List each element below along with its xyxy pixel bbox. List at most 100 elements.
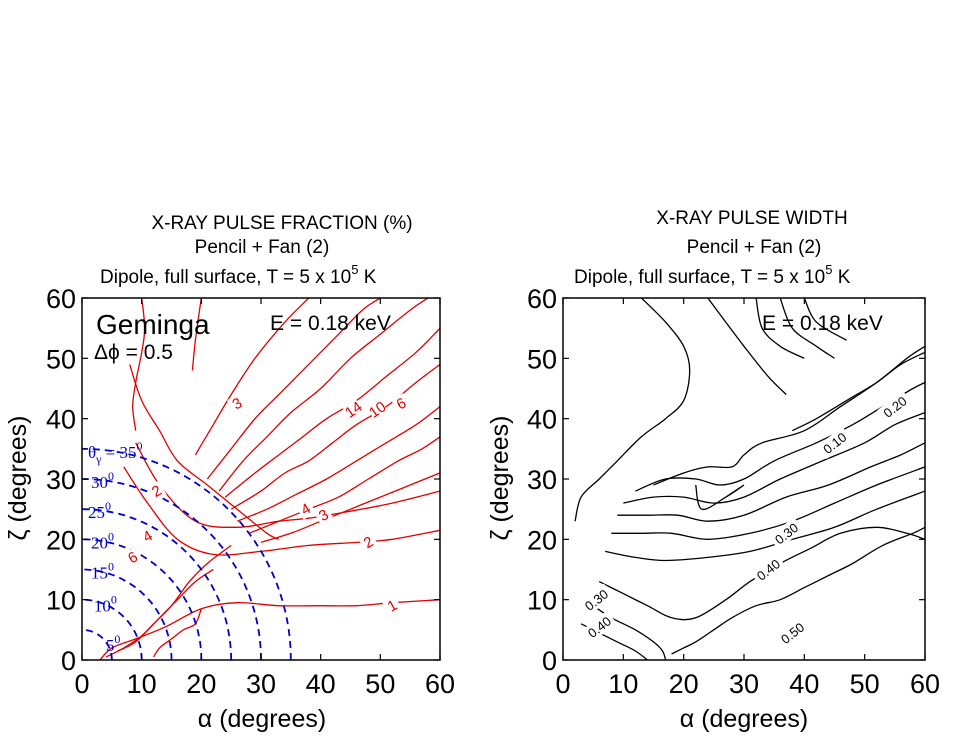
right-ytick-label: 10 [527, 586, 557, 616]
left-theta-curve [82, 538, 203, 660]
left-contour-line [248, 436, 440, 534]
left-xtick-label: 40 [306, 669, 336, 699]
right-xtick-label: 60 [910, 669, 940, 699]
right-xtick-label: 40 [789, 669, 819, 699]
right-contour-line [707, 298, 787, 395]
left-contour-line [135, 442, 440, 528]
right-ytick-label: 0 [542, 646, 557, 676]
right-xtick-label: 10 [608, 669, 638, 699]
left-theta-label: 250 [88, 499, 111, 522]
left-contour-line [99, 599, 440, 660]
right-ytick-label: 30 [527, 465, 557, 495]
left-energy-label: E = 0.18 keV [270, 312, 391, 335]
right-xtick-label: 20 [669, 669, 699, 699]
left-contour-label-bg [382, 595, 403, 617]
left-contour-line [132, 298, 146, 431]
right-contour-line [611, 466, 925, 540]
left-contour-line [224, 327, 440, 498]
right-ylabel: ζ (degrees) [486, 416, 514, 541]
left-theta-labels: θγ = 350 300 250 200 150 100 50 [88, 439, 143, 655]
right-contour-label-bg [578, 583, 614, 616]
left-theta-label: 300 [91, 469, 114, 492]
right-contour-line [623, 411, 925, 504]
left-ytick-label: 20 [46, 525, 76, 555]
left-contour-line [260, 472, 440, 544]
left-theta-label: θγ = 350 [88, 439, 143, 466]
left-title: X-RAY PULSE FRACTION (%) [151, 213, 412, 234]
right-contour-line [695, 484, 745, 511]
left-xtick-label: 10 [127, 669, 157, 699]
left-contour-line [206, 298, 381, 480]
left-ytick-label: 50 [46, 344, 76, 374]
left-ylabel: ζ (degrees) [4, 416, 32, 541]
left-xtick-label: 20 [186, 669, 216, 699]
left-theta-label: 100 [94, 593, 117, 616]
right-contour-line [574, 298, 691, 522]
right-xtick-label: 30 [729, 669, 759, 699]
left-ytick-label: 40 [46, 405, 76, 435]
left-contour-line [230, 363, 440, 510]
left-subtitle-2-tail: K [358, 267, 376, 288]
left-contour-label-bg [358, 531, 379, 553]
left-contour-label-bg [342, 398, 365, 421]
right-contour-label-bg [768, 517, 804, 550]
left-contour-label-bg [295, 498, 316, 520]
left-contour-label-bg [227, 393, 248, 415]
right-axis-ticks: 0 10 20 30 40 50 60 0 10 20 30 40 50 60 [527, 284, 940, 699]
left-subtitle-2-exp: 5 [351, 262, 358, 277]
pulse-fraction-panel: X-RAY PULSE FRACTION (%) Pencil + Fan (2… [4, 213, 455, 733]
left-theta-label: 150 [91, 560, 114, 583]
left-contour-label-bg [366, 398, 389, 421]
right-contour-line [792, 351, 925, 432]
left-theta-curve [82, 628, 113, 660]
right-contour-label-bg [750, 553, 786, 586]
right-contour-label-bg [774, 616, 810, 650]
right-contour-line [755, 298, 805, 359]
left-contour-label-bg [122, 547, 143, 568]
left-contour-label-bg [146, 480, 167, 502]
right-ytick-label: 20 [527, 525, 557, 555]
left-theta-curve [82, 598, 143, 660]
left-contour-line [194, 298, 310, 456]
right-contour-line [779, 298, 835, 359]
right-contour-label-bg [581, 610, 617, 643]
left-subtitle-2-main: Dipole, full surface, T = 5 x 10 [100, 267, 351, 288]
left-contour-label-bg [391, 393, 412, 415]
right-ytick-label: 50 [527, 344, 557, 374]
left-theta-label: 200 [91, 529, 114, 552]
right-contour-line [803, 298, 847, 341]
right-subtitle-1: Pencil + Fan (2) [687, 237, 822, 258]
left-xtick-label: 0 [74, 669, 89, 699]
right-xtick-label: 50 [850, 669, 880, 699]
right-contour-label-bg [877, 390, 913, 423]
right-subtitle-2: Dipole, full surface, T = 5 x 105 K [574, 262, 851, 288]
left-subtitle-2: Dipole, full surface, T = 5 x 105 K [100, 262, 377, 288]
right-contour-label-bg [816, 426, 853, 459]
pulse-width-panel: X-RAY PULSE WIDTH Pencil + Fan (2) Dipol… [486, 208, 940, 733]
left-xlabel: α (degrees) [198, 705, 326, 733]
left-contour-line [129, 364, 280, 540]
right-subtitle-2-exp: 5 [825, 262, 832, 277]
right-contour-line [598, 526, 925, 621]
left-contour-label-bg [137, 525, 158, 547]
right-contour-line [617, 442, 925, 522]
left-ytick-label: 10 [46, 586, 76, 616]
left-theta-label: 50 [106, 632, 121, 655]
right-energy-label: E = 0.18 keV [762, 312, 883, 335]
left-contour-label-bg [313, 504, 334, 526]
left-contour-line [123, 466, 440, 556]
right-ytick-label: 60 [527, 284, 557, 314]
right-ytick-label: 40 [527, 405, 557, 435]
left-contour-line [236, 406, 440, 522]
left-subtitle-1: Pencil + Fan (2) [195, 237, 330, 258]
left-contour-line [105, 568, 214, 658]
left-contour-label: 10 [366, 398, 389, 421]
left-xtick-label: 30 [246, 669, 276, 699]
right-xlabel: α (degrees) [680, 705, 808, 733]
right-contours [574, 298, 925, 660]
right-title: X-RAY PULSE WIDTH [656, 208, 847, 229]
right-subtitle-2-tail: K [832, 267, 850, 288]
right-subtitle-2-main: Dipole, full surface, T = 5 x 10 [574, 267, 825, 288]
